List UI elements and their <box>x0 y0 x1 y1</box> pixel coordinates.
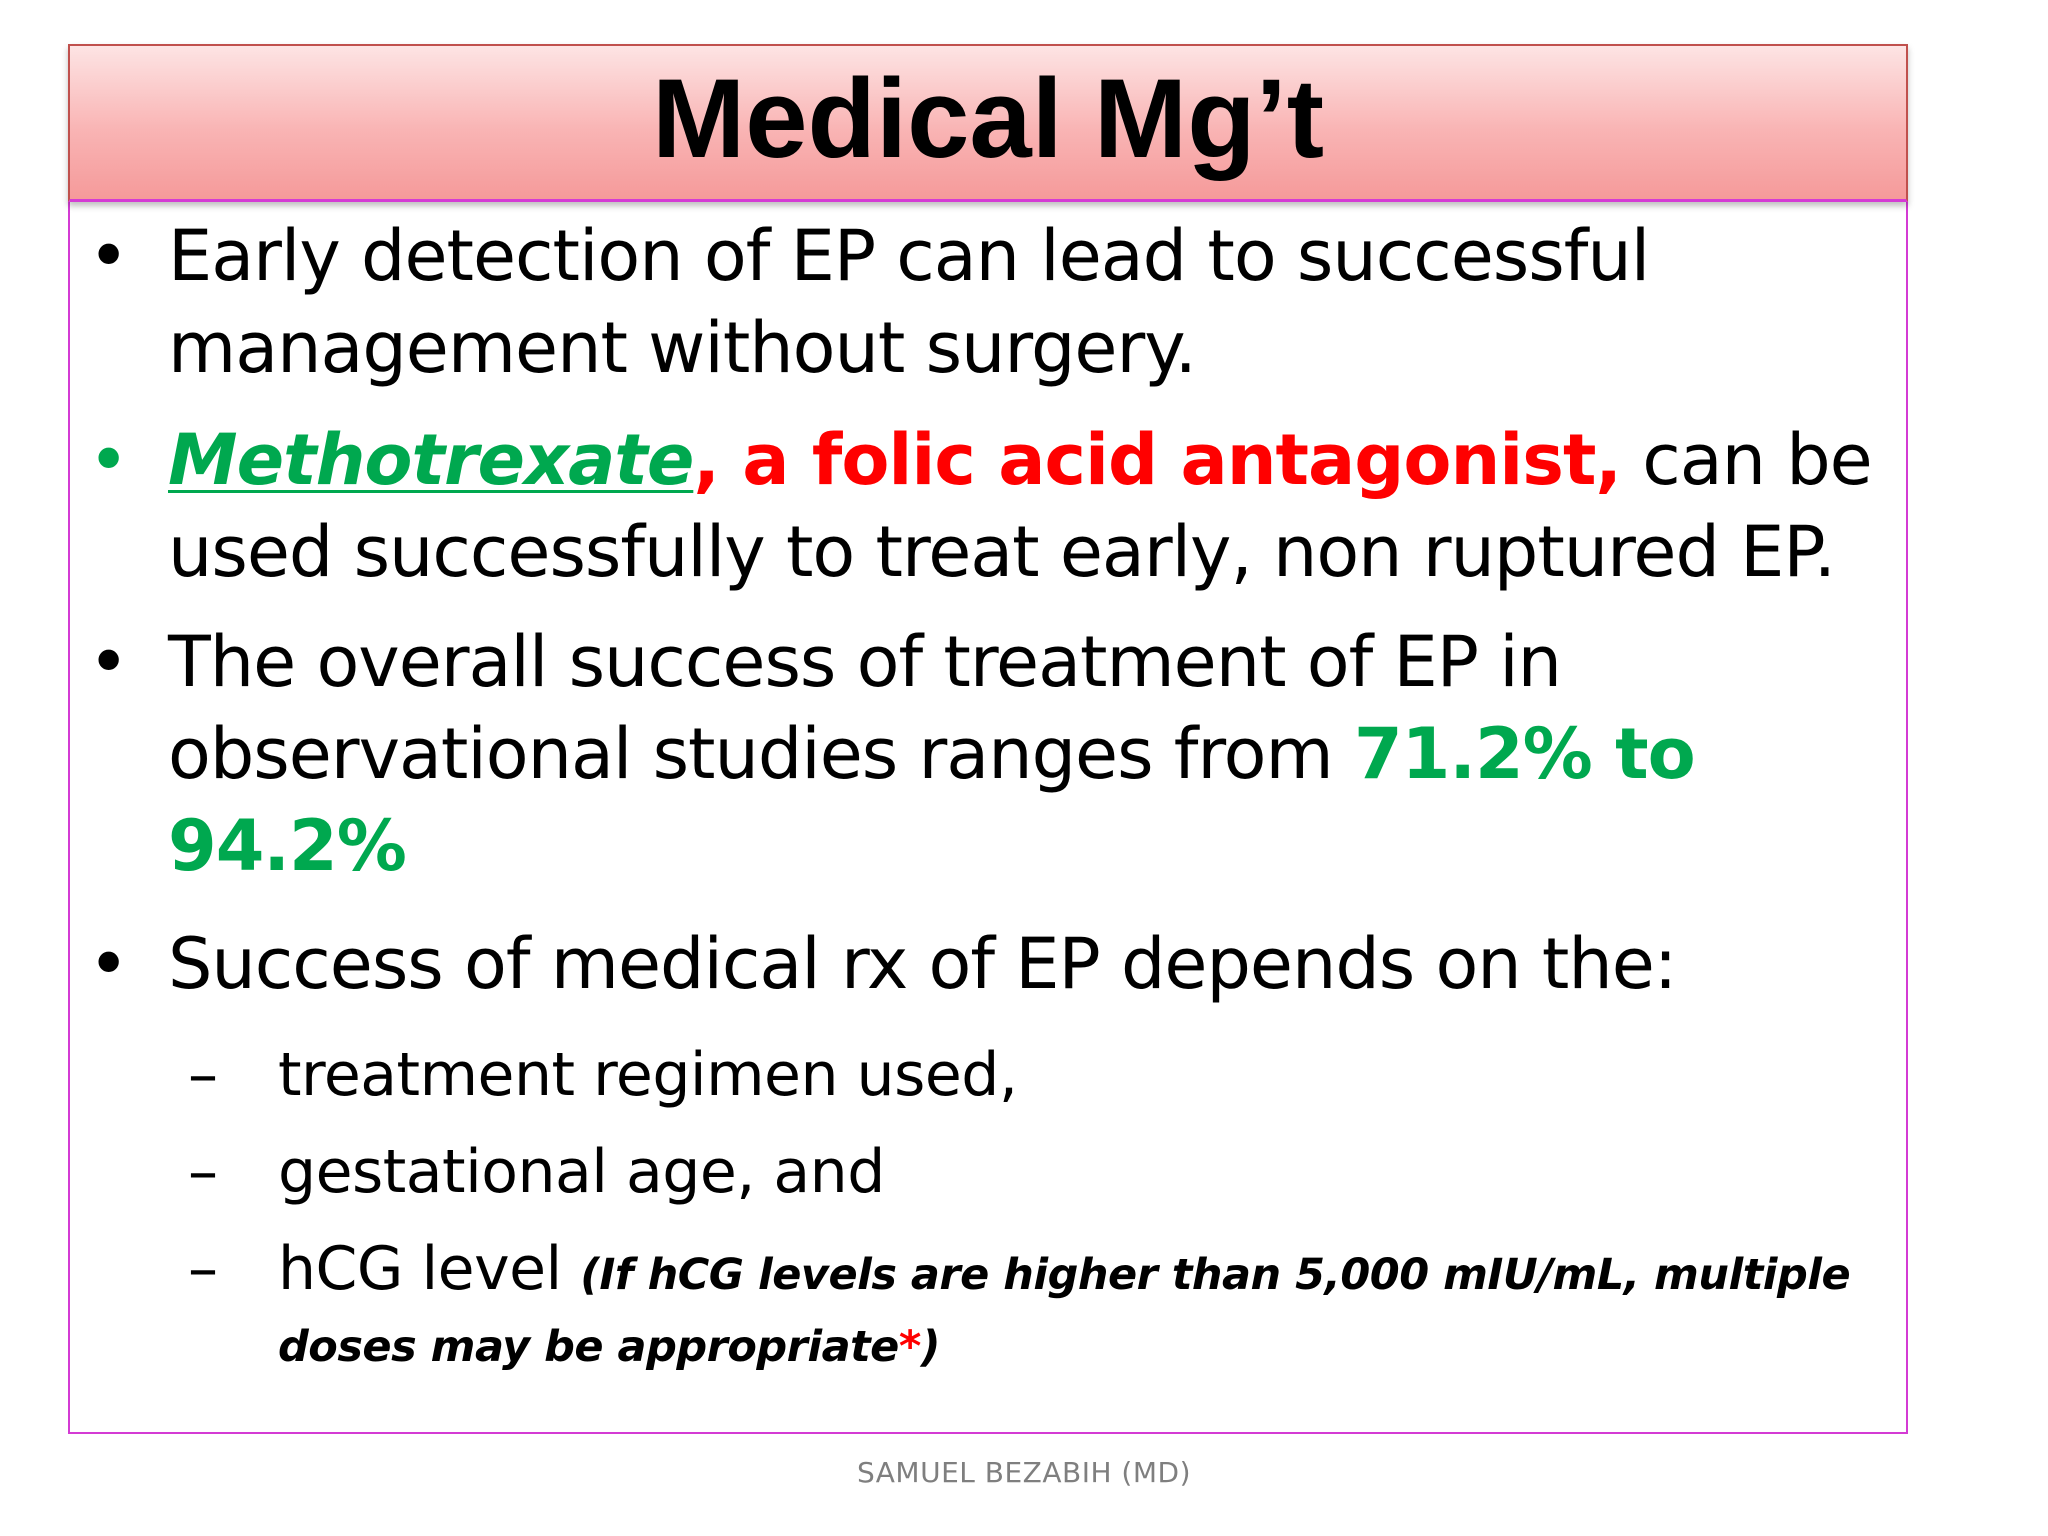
title-bar: Medical Mg’t <box>68 44 1908 202</box>
bullet-text-rest: can be used successfully to treat early,… <box>168 419 1873 593</box>
sub-item-marker: – <box>188 1040 218 1110</box>
hcg-level-label: hCG level <box>278 1234 581 1304</box>
hcg-note: (If hCG levels are higher than 5,000 mIU… <box>278 1250 1851 1372</box>
bullet-text: Early detection of EP can lead to succes… <box>168 215 1650 389</box>
folic-acid-antagonist-phrase: , a folic acid antagonist, <box>693 419 1622 501</box>
bullet-marker: • <box>88 419 130 501</box>
sub-item-text: gestational age, and <box>278 1137 885 1207</box>
slide-footer: SAMUEL BEZABIH (MD) <box>856 1456 1191 1489</box>
footnote-asterisk: * <box>898 1322 922 1372</box>
bullet-marker: • <box>88 215 130 297</box>
bullet-text: Methotrexate, a folic acid antagonist, c… <box>168 414 1908 598</box>
sub-item-text: hCG level (If hCG levels are higher than… <box>278 1236 1888 1380</box>
slide-content: • Early detection of EP can lead to succ… <box>68 202 1908 1434</box>
bullet-text: The overall success of treatment of EP i… <box>168 616 1908 892</box>
bullet-marker: • <box>88 923 130 1005</box>
hcg-note-close: ) <box>920 1322 941 1372</box>
sub-item-text: treatment regimen used, <box>278 1040 1018 1110</box>
slide-title: Medical Mg’t <box>651 55 1325 181</box>
success-range: 71.2% to 94.2% <box>168 713 1696 887</box>
sub-item-marker: – <box>188 1234 218 1304</box>
bullet-text-lead: The overall success of treatment of EP i… <box>168 621 1562 795</box>
methotrexate-term: Methotrexate <box>168 419 694 501</box>
bullet-marker: • <box>88 621 130 703</box>
hcg-note-text: (If hCG levels are higher than 5,000 mIU… <box>278 1250 1851 1372</box>
sub-item-marker: – <box>188 1137 218 1207</box>
bullet-text: Success of medical rx of EP depends on t… <box>168 923 1677 1005</box>
